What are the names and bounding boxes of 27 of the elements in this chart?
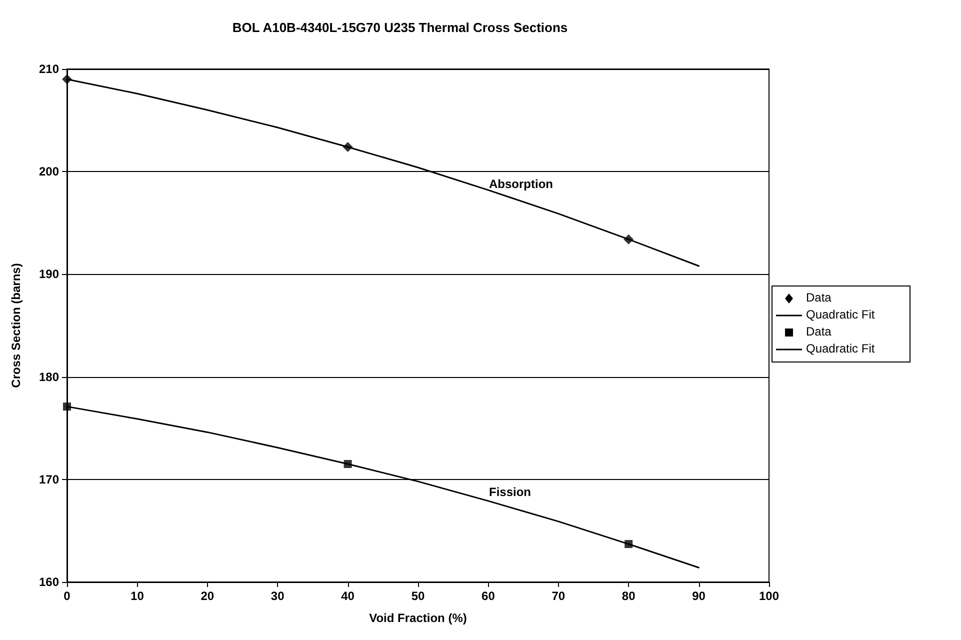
annotation: Absorption bbox=[489, 177, 553, 191]
y-axis-title: Cross Section (barns) bbox=[9, 263, 23, 388]
x-tick-label: 0 bbox=[64, 589, 71, 603]
x-tick-label: 40 bbox=[341, 589, 355, 603]
x-tick-label: 70 bbox=[552, 589, 566, 603]
x-axis-title: Void Fraction (%) bbox=[369, 611, 467, 625]
legend-label: Quadratic Fit bbox=[806, 342, 876, 356]
x-tick-label: 80 bbox=[622, 589, 636, 603]
annotation: Fission bbox=[489, 485, 532, 499]
chart-title: BOL A10B-4340L-15G70 U235 Thermal Cross Sections bbox=[232, 20, 568, 35]
legend-label: Quadratic Fit bbox=[806, 308, 876, 322]
x-tick-label: 20 bbox=[200, 589, 214, 603]
y-tick-label: 180 bbox=[38, 370, 60, 384]
y-tick-label: 210 bbox=[38, 62, 60, 76]
y-tick-label: 190 bbox=[38, 267, 60, 282]
legend-label: Data bbox=[806, 324, 832, 338]
legend-label: Data bbox=[806, 290, 832, 304]
y-tick-label: 160 bbox=[38, 575, 60, 589]
point bbox=[63, 402, 71, 411]
x-tick-label: 50 bbox=[411, 589, 425, 603]
y-tick-label: 200 bbox=[38, 164, 60, 179]
x-tick-label: 100 bbox=[758, 589, 780, 603]
x-tick-label: 30 bbox=[270, 589, 285, 603]
x-tick-label: 60 bbox=[482, 589, 496, 603]
y-tick-label: 170 bbox=[38, 472, 60, 486]
x-tick-label: 90 bbox=[692, 589, 706, 603]
x-tick-label: 10 bbox=[130, 589, 144, 603]
